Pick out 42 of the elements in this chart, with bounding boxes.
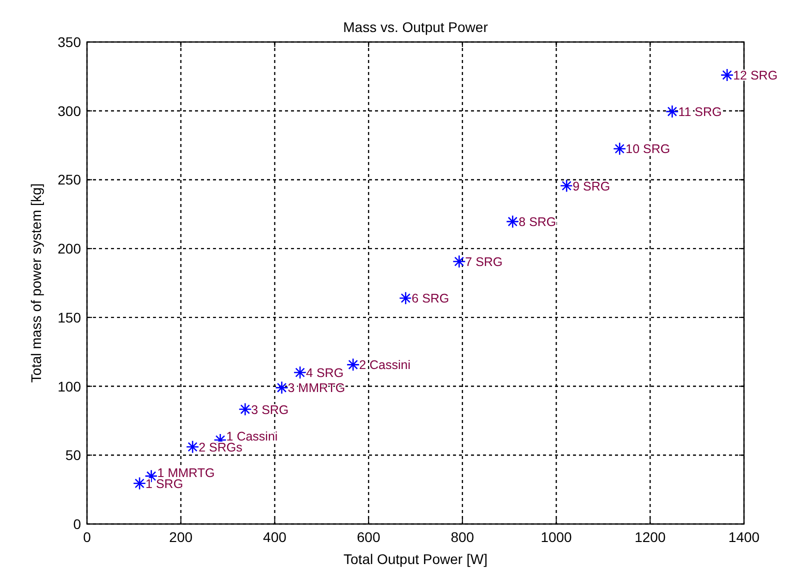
y-tick-label: 50 <box>65 447 82 464</box>
point <box>293 366 307 380</box>
x-axis-title: Total Output Power [W] <box>344 551 488 567</box>
annotation: 9 SRG <box>572 179 610 194</box>
point <box>560 179 574 192</box>
y-tick-label: 100 <box>58 378 82 394</box>
annotation: 11 SRG <box>678 105 722 120</box>
y-tick-label: 300 <box>58 102 82 119</box>
annotation: 3 MMRTG <box>288 381 346 396</box>
point <box>666 104 679 118</box>
x-tick-label: 1400 <box>728 529 760 545</box>
y-tick-label: 150 <box>58 309 82 326</box>
x-tick-label: 200 <box>169 529 193 545</box>
point <box>275 381 288 394</box>
y-tick-label: 200 <box>58 240 82 257</box>
annotation: 10 SRG <box>626 142 670 156</box>
annotation: 6 SRG <box>412 292 450 306</box>
point <box>238 402 252 416</box>
point <box>132 476 146 490</box>
point <box>506 214 520 228</box>
y-tick-label: 250 <box>58 172 82 188</box>
x-tick-label: 800 <box>450 529 474 545</box>
x-tick-label: 0 <box>83 529 92 545</box>
annotation: 3 SRG <box>251 402 289 417</box>
point <box>452 254 466 268</box>
y-axis-title: Total mass of power system [kg] <box>28 183 44 383</box>
x-tick-label: 1200 <box>634 529 666 545</box>
y-tick-label: 0 <box>73 516 82 532</box>
point <box>186 440 200 454</box>
point <box>612 142 626 156</box>
annotation: 4 SRG <box>306 366 344 380</box>
y-tick-label: 350 <box>58 34 82 50</box>
point <box>720 68 734 82</box>
x-tick-label: 600 <box>356 529 380 545</box>
x-tick-label: 1000 <box>540 529 572 545</box>
annotation: 8 SRG <box>518 215 556 230</box>
x-tick-label: 400 <box>263 529 287 545</box>
point <box>398 292 412 305</box>
annotation: 2 Cassini <box>359 358 411 372</box>
annotation: 7 SRG <box>465 255 503 270</box>
chart-title: Mass vs. Output Power <box>343 19 488 35</box>
point <box>346 358 360 372</box>
